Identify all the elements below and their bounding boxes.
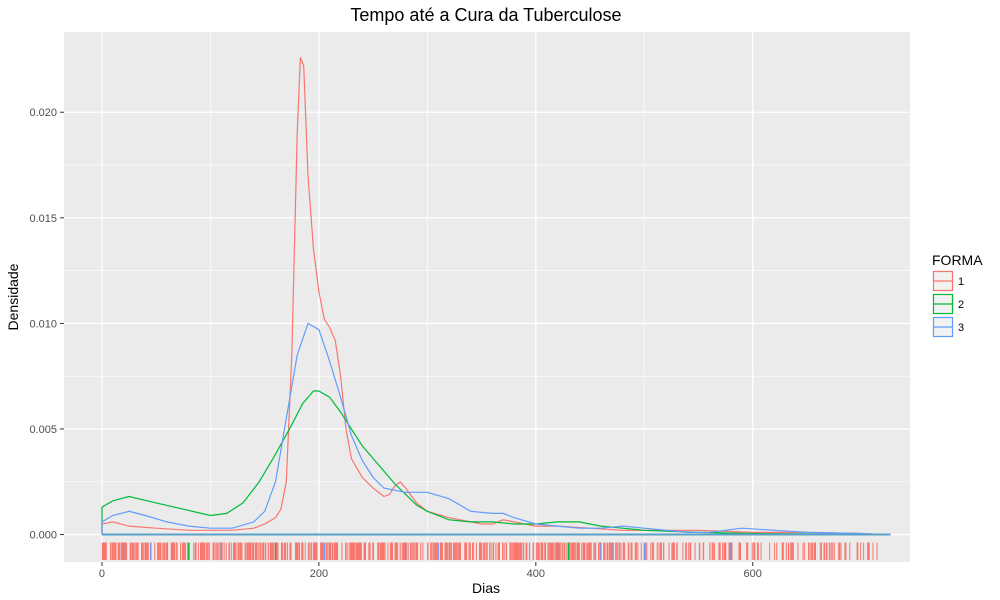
legend-label: 2 [958, 299, 964, 311]
legend-label: 3 [958, 322, 964, 334]
rug-marks [101, 542, 878, 560]
x-axis-title: Dias [472, 580, 500, 596]
y-tick-label: 0.000 [29, 530, 57, 542]
legend-title: FORMA [932, 252, 983, 268]
x-tick-label: 0 [99, 568, 105, 580]
y-tick-label: 0.005 [29, 424, 57, 436]
legend: FORMA 1 2 3 [931, 252, 983, 339]
grid-minor [64, 32, 910, 562]
y-tick-label: 0.010 [29, 318, 57, 330]
series-line-3 [101, 322, 873, 535]
x-tick-label: 600 [744, 568, 762, 580]
plot-panel [64, 32, 910, 562]
x-tick-label: 200 [310, 568, 328, 580]
y-tick-label: 0.020 [29, 107, 57, 119]
y-tick-label: 0.015 [29, 213, 57, 225]
x-tick-label: 400 [527, 568, 545, 580]
density-lines [101, 57, 891, 536]
chart-title: Tempo até a Cura da Tuberculose [350, 5, 621, 25]
legend-label: 1 [958, 276, 964, 288]
series-line-2 [101, 390, 873, 535]
y-axis-title: Densidade [5, 263, 21, 330]
x-axis: 0 200 400 600 [99, 562, 762, 580]
y-axis: 0.000 0.005 0.010 0.015 0.020 [29, 107, 64, 542]
